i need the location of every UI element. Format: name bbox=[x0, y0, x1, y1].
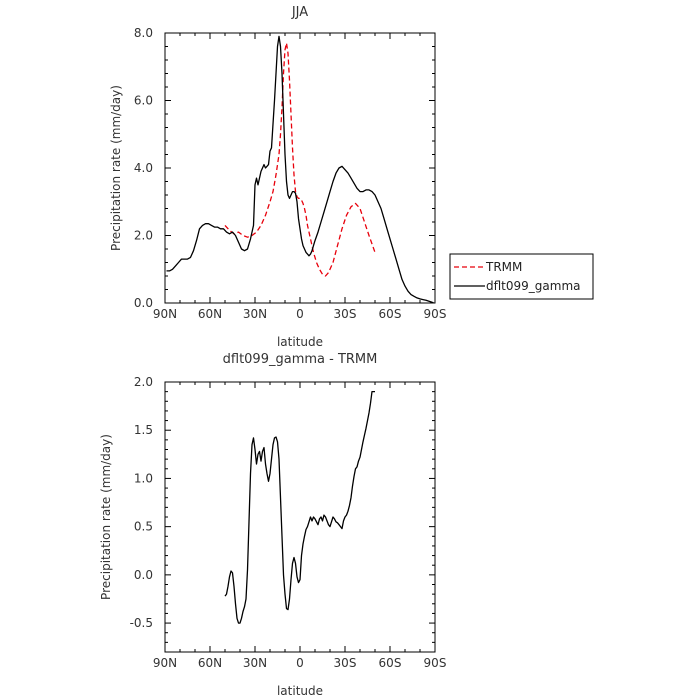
bottom-chart-x-axis-label: latitude bbox=[277, 684, 323, 698]
top-chart-x-tick-label: 30N bbox=[243, 307, 267, 321]
bottom-chart-x-tick-label: 30S bbox=[334, 656, 357, 670]
bottom-chart-y-tick-label: 0.5 bbox=[134, 520, 153, 534]
top-chart-title: JJA bbox=[291, 5, 308, 20]
top-chart-y-tick-label: 6.0 bbox=[134, 94, 153, 108]
legend: TRMM dflt099_gamma bbox=[449, 253, 594, 300]
top-chart: JJA Precipitation rate (mm/day) latitude… bbox=[109, 5, 446, 349]
bottom-chart-y-tick-label: 0.0 bbox=[134, 568, 153, 582]
top-chart-plot bbox=[166, 35, 434, 304]
top-chart-x-tick-label: 60N bbox=[198, 307, 222, 321]
top-chart-frame bbox=[164, 32, 436, 304]
top-chart-series-line-dflt099-gamma bbox=[166, 35, 434, 304]
top-chart-y-tick-label: 0.0 bbox=[134, 296, 153, 310]
top-chart-series-line-trmm bbox=[224, 42, 376, 277]
top-chart-x-tick-label: 0 bbox=[296, 307, 304, 321]
top-chart-x-axis-label: latitude bbox=[277, 335, 323, 349]
top-chart-x-tick-label: 90S bbox=[424, 307, 447, 321]
bottom-chart-plot bbox=[224, 390, 375, 624]
bottom-chart-y-tick-label: 2.0 bbox=[134, 375, 153, 389]
legend-box bbox=[449, 253, 594, 300]
bottom-chart-x-tick-label: 60N bbox=[198, 656, 222, 670]
bottom-chart-ticks: 90N 60N 30N 0 30S 60S 90S -0.5 0.0 0.5 1.0 1.5 2.0 bbox=[130, 375, 447, 670]
bottom-chart-x-tick-label: 0 bbox=[296, 656, 304, 670]
bottom-chart-x-tick-label: 60S bbox=[379, 656, 402, 670]
legend-label-dflt099-gamma: dflt099_gamma bbox=[486, 279, 581, 293]
top-chart-x-tick-label: 30S bbox=[334, 307, 357, 321]
legend-label-trmm: TRMM bbox=[485, 260, 522, 274]
top-chart-ticks: 90N 60N 30N 0 30S 60S 90S 0.0 2.0 4.0 6.0 8.0 bbox=[134, 26, 447, 321]
bottom-chart-y-axis-label: Precipitation rate (mm/day) bbox=[99, 434, 113, 600]
top-chart-x-tick-label: 60S bbox=[379, 307, 402, 321]
bottom-chart: dflt099_gamma - TRMM Precipitation rate … bbox=[99, 352, 446, 698]
bottom-chart-frame bbox=[164, 381, 436, 653]
bottom-chart-x-tick-label: 30N bbox=[243, 656, 267, 670]
bottom-chart-series-line-difference bbox=[224, 390, 375, 624]
bottom-chart-title: dflt099_gamma - TRMM bbox=[223, 352, 378, 367]
bottom-chart-y-tick-label: -0.5 bbox=[130, 616, 153, 630]
top-chart-y-axis-label: Precipitation rate (mm/day) bbox=[109, 85, 123, 251]
top-chart-y-tick-label: 4.0 bbox=[134, 161, 153, 175]
bottom-chart-y-tick-label: 1.0 bbox=[134, 471, 153, 485]
top-chart-y-tick-label: 2.0 bbox=[134, 229, 153, 243]
top-chart-y-tick-label: 8.0 bbox=[134, 26, 153, 40]
bottom-chart-x-tick-label: 90S bbox=[424, 656, 447, 670]
bottom-chart-x-tick-label: 90N bbox=[153, 656, 177, 670]
top-chart-x-tick-label: 90N bbox=[153, 307, 177, 321]
bottom-chart-y-tick-label: 1.5 bbox=[134, 423, 153, 437]
